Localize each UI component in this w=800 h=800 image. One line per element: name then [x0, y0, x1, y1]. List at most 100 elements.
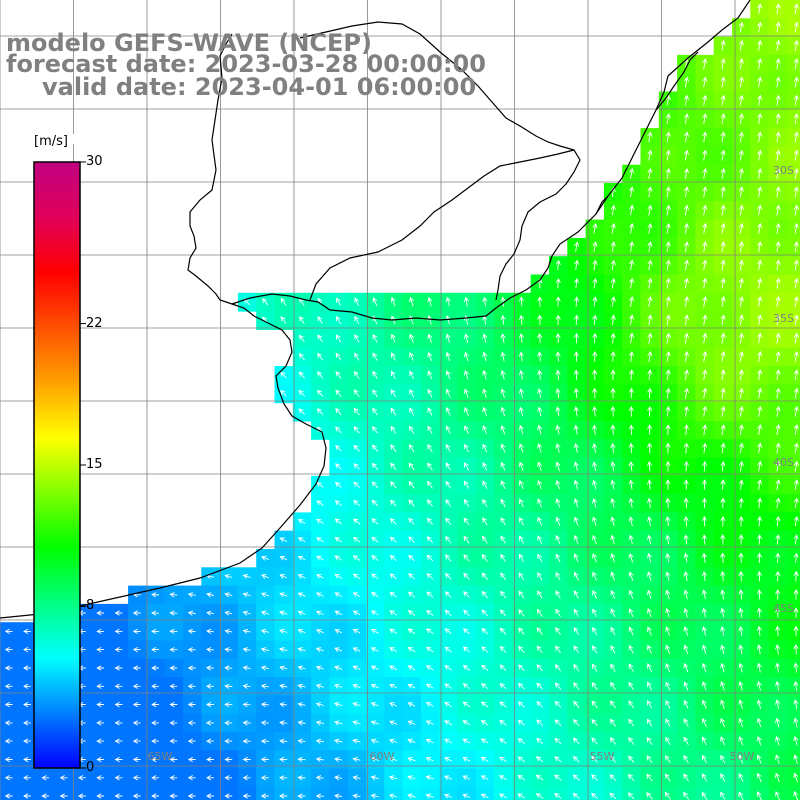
wind-arrow [96, 720, 105, 726]
wind-arrow [646, 442, 653, 454]
wind-arrow [537, 369, 543, 380]
wind-arrow [793, 552, 799, 563]
wind-arrow [262, 297, 269, 306]
wind-arrow [500, 351, 506, 362]
wind-arrow [335, 371, 342, 379]
wind-arrow [757, 167, 763, 179]
wind-arrow [665, 699, 671, 709]
wind-arrow [738, 277, 744, 289]
wind-arrow [757, 149, 763, 161]
wind-arrow [720, 534, 726, 545]
coastline-rio-de-la-plata [231, 0, 751, 321]
wind-arrow [646, 589, 652, 600]
wind-arrow [463, 370, 469, 380]
wind-arrow [517, 738, 525, 744]
wind-arrow [573, 369, 579, 380]
wind-arrow [683, 681, 689, 691]
wind-arrow [775, 332, 781, 344]
wind-arrow [463, 333, 470, 343]
wind-arrow [390, 389, 396, 398]
wind-arrow [756, 736, 762, 746]
wind-arrow [407, 702, 416, 707]
wind-arrow [426, 646, 434, 653]
wind-arrow [444, 738, 453, 744]
wind-speed-cell [420, 786, 440, 800]
wind-arrow [352, 793, 361, 799]
wind-arrow [775, 570, 781, 582]
wind-arrow [370, 793, 379, 799]
wind-arrow [445, 462, 451, 471]
wind-arrow [647, 167, 653, 179]
wind-arrow [535, 793, 544, 799]
wind-arrow [537, 498, 543, 508]
wind-arrow [463, 591, 470, 599]
wind-arrow [646, 497, 653, 508]
wind-arrow [242, 738, 251, 744]
wind-arrow [628, 700, 635, 709]
wind-arrow [720, 699, 725, 709]
wind-arrow [720, 314, 726, 326]
wind-arrow [592, 626, 598, 636]
wind-arrow [720, 204, 726, 216]
wind-arrow [224, 738, 233, 744]
wind-arrow [242, 647, 251, 653]
wind-arrow [224, 647, 233, 653]
wind-arrow [23, 756, 31, 763]
wind-arrow [757, 94, 763, 106]
wind-arrow [610, 296, 616, 307]
wind-arrow [224, 720, 233, 726]
wind-arrow [683, 754, 689, 764]
wind-arrow [169, 720, 178, 726]
wind-arrow [151, 756, 159, 763]
wind-arrow [647, 204, 653, 216]
wind-arrow [793, 350, 799, 362]
wind-arrow [756, 644, 762, 655]
wind-arrow [720, 626, 726, 636]
wind-speed-cell [786, 292, 800, 312]
wind-arrow [482, 425, 488, 435]
wind-arrow [757, 259, 763, 271]
wind-arrow [518, 296, 525, 307]
wind-arrow [444, 572, 452, 580]
wind-speed-cell [786, 366, 800, 385]
wind-arrow [646, 773, 653, 782]
wind-arrow [445, 499, 452, 507]
wind-arrow [536, 737, 544, 745]
wind-arrow [279, 628, 288, 634]
wind-arrow [555, 277, 561, 289]
wind-arrow [443, 793, 453, 799]
wind-arrow [756, 772, 762, 783]
wind-arrow [592, 461, 598, 472]
wind-arrow [537, 314, 543, 326]
wind-speed-cell [402, 786, 422, 800]
wind-arrow [334, 647, 343, 653]
wind-arrow [591, 718, 598, 727]
wind-arrow [426, 573, 434, 580]
wind-arrow [702, 296, 708, 307]
colorbar [28, 134, 86, 769]
wind-arrow [500, 425, 506, 435]
wind-arrow [4, 738, 13, 744]
wind-arrow [444, 591, 452, 598]
wind-arrow [389, 554, 397, 562]
wind-arrow [370, 683, 379, 689]
wind-arrow [535, 774, 544, 781]
wind-arrow [425, 757, 434, 762]
wind-arrow [370, 738, 379, 744]
wind-arrow [793, 259, 799, 271]
wind-arrow [151, 701, 159, 708]
wind-arrow [757, 222, 763, 234]
colorbar-title-bg [28, 134, 82, 144]
wind-arrow [793, 772, 799, 783]
wind-arrow [665, 644, 671, 654]
wind-arrow [536, 608, 543, 617]
wind-arrow [609, 792, 617, 800]
wind-arrow [389, 536, 397, 543]
wind-arrow [738, 259, 744, 271]
wind-arrow [151, 720, 159, 726]
wind-arrow [592, 241, 598, 252]
wind-arrow [499, 719, 507, 726]
wind-arrow [738, 424, 744, 436]
wind-arrow [573, 590, 579, 599]
wind-arrow [297, 720, 306, 726]
